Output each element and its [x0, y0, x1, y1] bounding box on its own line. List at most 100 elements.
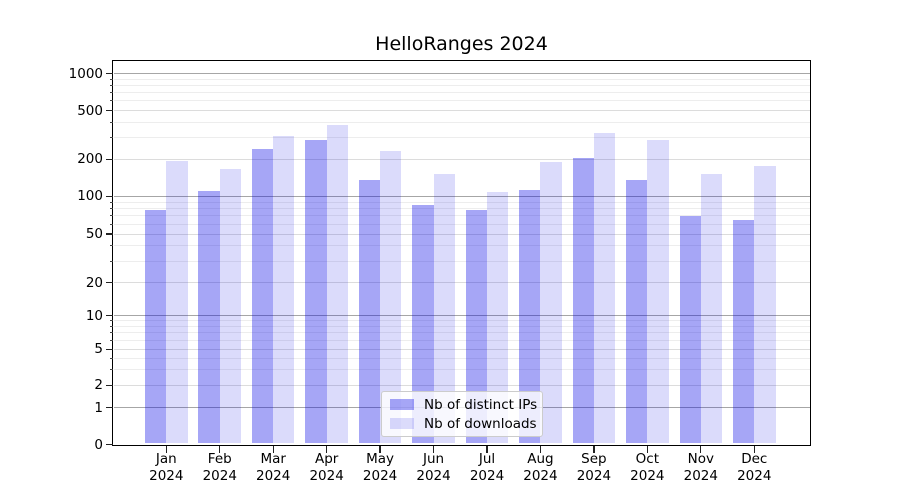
x-tick-label-apr: Apr 2024	[309, 451, 344, 484]
y-tick-mark	[106, 233, 113, 235]
x-tick-label-jul: Jul 2024	[469, 451, 505, 484]
legend: Nb of distinct IPs Nb of downloads	[381, 391, 543, 437]
y-tick-label: 0	[94, 436, 103, 453]
bar-distinct-ips-may	[358, 179, 381, 444]
x-tick-mark	[165, 446, 167, 453]
bar-downloads-nov	[700, 173, 723, 444]
y-minor-tick-mark	[109, 339, 113, 341]
gridline-labeled-minor	[113, 384, 810, 386]
y-minor-tick-mark	[109, 92, 113, 94]
x-tick-mark	[646, 446, 648, 453]
x-tick-label-feb: Feb 2024	[202, 451, 237, 484]
y-minor-tick-mark	[109, 260, 113, 262]
bar-distinct-ips-jul	[465, 209, 487, 444]
gridline-minor	[113, 320, 810, 322]
y-tick-mark	[106, 384, 113, 386]
gridline-labeled-minor	[113, 282, 810, 283]
gridline-minor	[113, 78, 810, 80]
legend-label-downloads: Nb of downloads	[424, 415, 537, 432]
bar-downloads-sep	[593, 132, 616, 444]
gridline-minor	[113, 201, 810, 203]
y-minor-tick-mark	[109, 320, 113, 322]
chart-title: HelloRanges 2024	[375, 33, 548, 55]
gridline-minor	[113, 326, 810, 328]
bar-distinct-ips-nov	[679, 216, 701, 444]
bar-distinct-ips-aug	[519, 189, 541, 444]
bar-downloads-may	[380, 150, 402, 444]
x-tick-label-sep: Sep 2024	[576, 451, 612, 484]
bar-distinct-ips-oct	[626, 180, 648, 444]
gridline-minor	[113, 100, 810, 102]
y-tick-label: 1000	[68, 65, 103, 82]
gridline-major	[113, 73, 810, 75]
y-tick-label: 5	[94, 341, 103, 358]
legend-swatch-distinct-ips	[390, 399, 414, 410]
x-tick-mark	[539, 446, 542, 453]
x-tick-mark	[432, 446, 435, 453]
bar-downloads-feb	[219, 168, 242, 444]
x-tick-label-nov: Nov 2024	[683, 451, 718, 484]
x-tick-mark	[700, 446, 702, 453]
x-tick-mark	[272, 446, 274, 453]
y-tick-mark	[106, 110, 113, 112]
y-tick-mark	[106, 348, 113, 350]
y-tick-label: 500	[77, 102, 103, 119]
bar-distinct-ips-sep	[572, 157, 594, 444]
x-tick-label-jun: Jun 2024	[416, 451, 451, 484]
gridline-minor	[113, 260, 810, 262]
bar-downloads-mar	[273, 135, 295, 444]
gridline-labeled-minor	[113, 110, 810, 112]
gridline-major	[113, 195, 810, 197]
y-tick-label: 10	[85, 307, 103, 324]
y-minor-tick-mark	[109, 122, 113, 124]
gridline-labeled-minor	[113, 348, 810, 350]
y-tick-label: 100	[77, 188, 103, 205]
y-tick-mark	[106, 195, 113, 197]
gridline-major	[113, 315, 810, 317]
bar-distinct-ips-feb	[198, 191, 220, 444]
x-tick-label-may: May 2024	[362, 451, 398, 484]
y-tick-mark	[106, 315, 113, 317]
gridline-minor	[113, 207, 810, 209]
y-minor-tick-mark	[109, 223, 113, 225]
y-minor-tick-mark	[109, 100, 113, 102]
gridline-minor	[113, 223, 810, 225]
bar-distinct-ips-apr	[305, 139, 327, 444]
x-tick-label-dec: Dec 2024	[737, 451, 772, 484]
y-minor-tick-mark	[109, 326, 113, 328]
legend-swatch-downloads	[390, 418, 414, 429]
x-tick-mark	[486, 446, 488, 453]
y-tick-label: 50	[85, 226, 103, 242]
gridline-labeled-minor	[113, 233, 810, 235]
gridline-minor	[113, 85, 810, 87]
y-minor-tick-mark	[109, 207, 113, 209]
gridline-minor	[113, 332, 810, 334]
gridline-minor	[113, 137, 810, 139]
gridline-labeled-minor	[113, 158, 810, 160]
y-tick-label: 20	[85, 274, 103, 291]
y-tick-mark	[106, 443, 113, 446]
x-tick-mark	[379, 446, 381, 453]
y-minor-tick-mark	[109, 215, 113, 217]
y-minor-tick-mark	[109, 85, 113, 87]
y-minor-tick-mark	[109, 201, 113, 203]
plot-area	[112, 60, 811, 446]
x-tick-mark	[593, 446, 595, 453]
gridline-minor	[113, 92, 810, 94]
y-tick-mark	[106, 281, 113, 284]
gridline-minor	[113, 368, 810, 370]
y-minor-tick-mark	[109, 332, 113, 334]
y-minor-tick-mark	[109, 137, 113, 139]
bar-downloads-jul	[487, 191, 509, 444]
y-minor-tick-mark	[109, 368, 113, 370]
y-tick-mark	[106, 407, 113, 409]
x-tick-mark	[753, 446, 755, 453]
y-minor-tick-mark	[109, 78, 113, 80]
x-tick-label-oct: Oct 2024	[630, 451, 665, 484]
gridline-minor	[113, 122, 810, 124]
x-tick-mark	[219, 446, 221, 453]
x-tick-mark	[326, 446, 328, 453]
legend-item-distinct-ips: Nb of distinct IPs	[382, 397, 542, 413]
x-tick-label-jan: Jan 2024	[149, 451, 184, 484]
